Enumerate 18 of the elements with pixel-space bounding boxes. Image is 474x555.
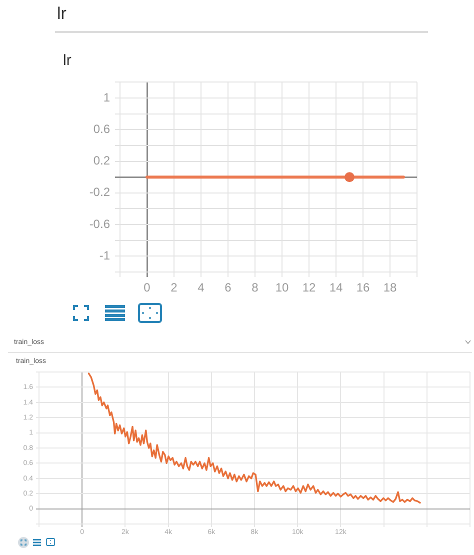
y-tick-label: 0.2: [93, 154, 110, 168]
chart-subtitle: lr: [63, 52, 72, 69]
x-tick-label: 10: [275, 280, 289, 295]
y-tick-label: -1: [99, 248, 110, 262]
x-tick-label: 6: [224, 280, 232, 295]
y-tick-label: 1: [103, 90, 110, 104]
x-tick-label: 14: [329, 280, 343, 295]
x-tick-label: 0: [144, 280, 151, 295]
y-tick-label: -0.2: [89, 185, 110, 200]
y-tick-label: -0.6: [89, 216, 110, 231]
x-tick-label: 18: [383, 280, 397, 295]
chart-title: lr: [57, 4, 66, 23]
x-tick-label: 8: [252, 280, 259, 295]
x-tick-label: 4: [198, 280, 205, 295]
x-tick-label: 12: [302, 280, 316, 295]
y-tick-label: 0.6: [93, 122, 110, 136]
x-tick-label: 2: [170, 280, 178, 295]
x-tick-label: 16: [356, 280, 370, 295]
